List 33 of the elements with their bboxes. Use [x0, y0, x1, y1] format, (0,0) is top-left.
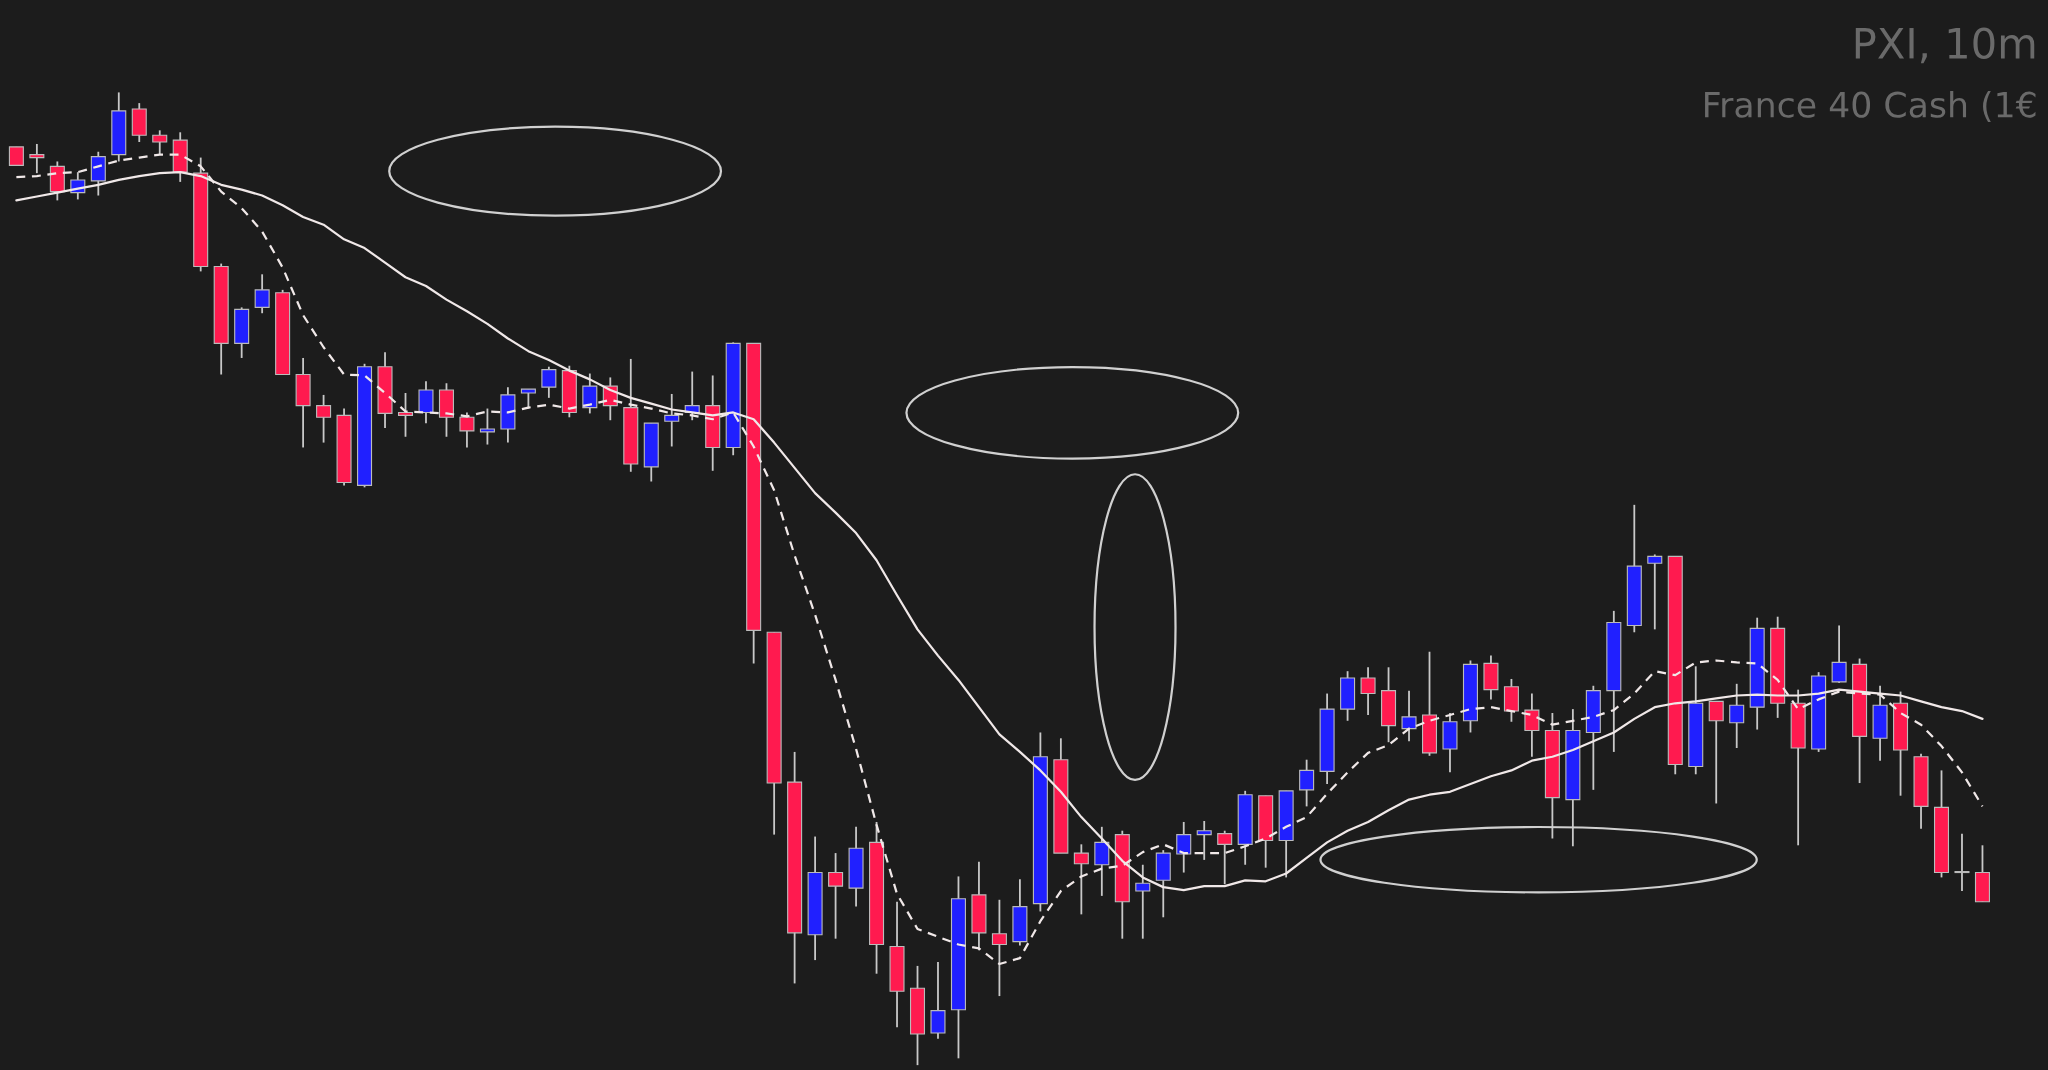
candlestick: [1299, 758, 1315, 808]
chart-title: PXI, 10m: [1855, 27, 2035, 64]
candlestick: [152, 129, 168, 156]
candlestick: [397, 392, 414, 438]
candlestick: [479, 407, 495, 446]
candlestick: [828, 852, 844, 940]
candlestick: [1954, 832, 1970, 892]
candlestick: [1360, 666, 1376, 716]
candlestick: [582, 372, 598, 415]
candlestick: [1708, 700, 1724, 805]
candlestick: [1647, 553, 1663, 631]
candlestick: [8, 146, 24, 166]
candlestick: [1217, 829, 1233, 886]
candlestick: [418, 380, 434, 425]
candlestick: [316, 394, 332, 444]
candlestick: [1729, 682, 1745, 749]
candlestick: [1176, 821, 1192, 874]
candlestick: [29, 143, 45, 175]
candlestick: [1196, 820, 1212, 861]
candlestick: [1524, 692, 1540, 758]
candlestick: [541, 365, 557, 399]
candlestick: [930, 961, 946, 1040]
candlestick: [664, 393, 680, 448]
candlestick: [520, 388, 536, 410]
candlestick: [1831, 624, 1847, 684]
candlestick: [254, 273, 270, 315]
candlestick: [991, 898, 1007, 997]
candlestick: [1135, 863, 1151, 940]
candlestick: [1401, 689, 1417, 743]
candlestick: [459, 411, 475, 449]
candlestick: [1073, 843, 1089, 916]
candlestick: [1094, 825, 1110, 897]
chart-subtitle: France 40 Cash (1€: [1705, 90, 2036, 122]
